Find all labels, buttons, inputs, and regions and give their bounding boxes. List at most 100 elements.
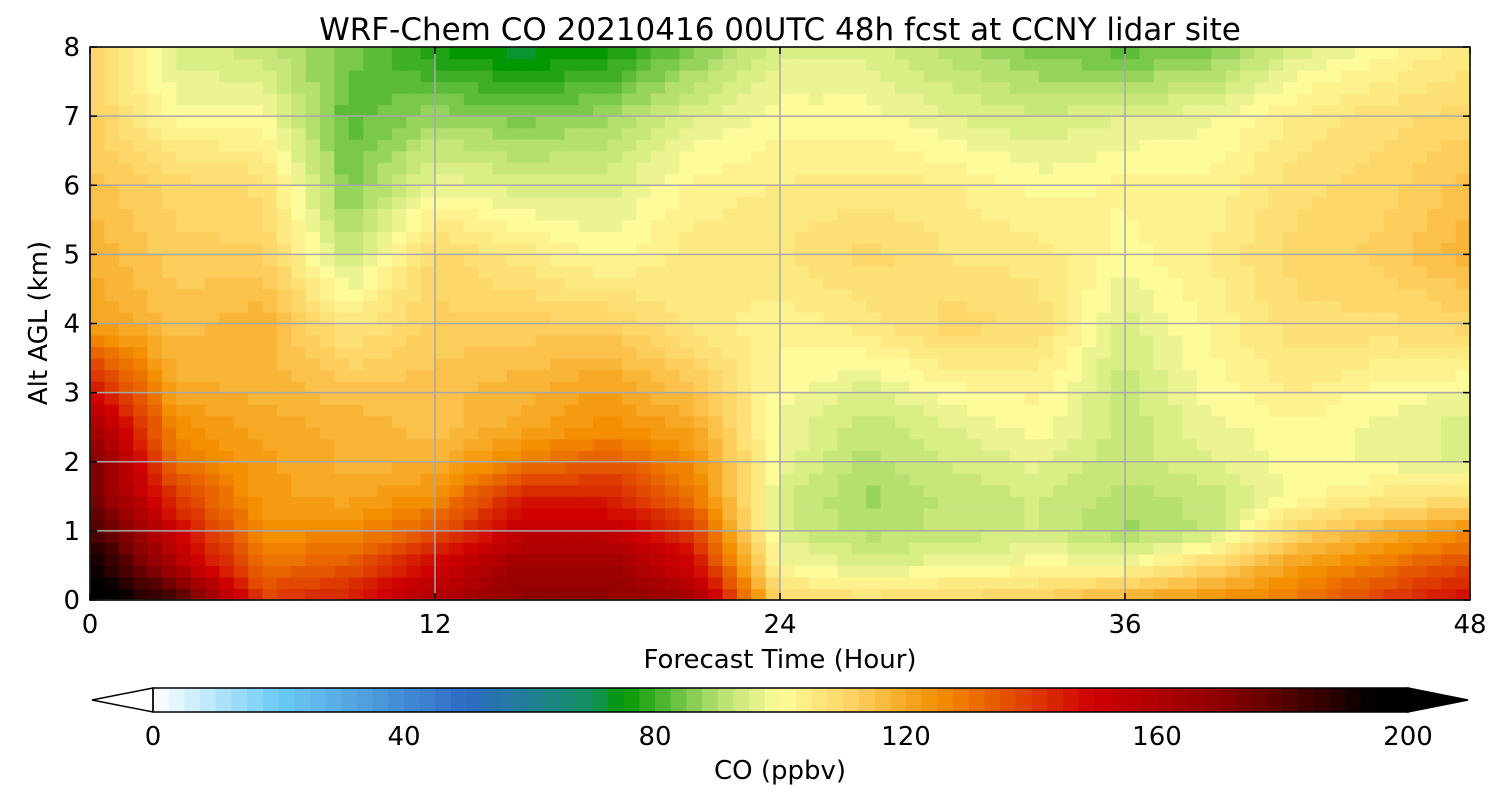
heatmap-cell [1225, 404, 1241, 417]
heatmap-cell [478, 438, 494, 451]
heatmap-cell [794, 127, 810, 140]
heatmap-cell [1182, 185, 1198, 198]
heatmap-cell [1168, 116, 1184, 129]
heatmap-cell [205, 358, 220, 371]
heatmap-cell [1081, 369, 1097, 382]
heatmap-cell [1383, 104, 1399, 117]
heatmap-cell [808, 542, 824, 555]
heatmap-cell [90, 438, 105, 451]
heatmap-cell [722, 185, 738, 198]
heatmap-cell [1240, 70, 1255, 83]
heatmap-cell [535, 162, 551, 175]
heatmap-cell [176, 116, 192, 129]
heatmap-cell [1024, 93, 1040, 106]
heatmap-cell [621, 335, 637, 348]
heatmap-cell [1369, 576, 1385, 590]
heatmap-cell [320, 507, 335, 520]
heatmap-cell [823, 565, 839, 578]
heatmap-cell [578, 427, 594, 440]
heatmap-cell [765, 300, 781, 313]
heatmap-cell [1168, 473, 1184, 486]
heatmap-cell [1225, 208, 1241, 221]
heatmap-cell [751, 461, 767, 474]
heatmap-cell [808, 127, 824, 140]
heatmap-cell [1196, 415, 1212, 428]
heatmap-cell [190, 139, 206, 152]
heatmap-cell [621, 392, 637, 405]
heatmap-cell [1168, 47, 1184, 60]
heatmap-cell [1340, 58, 1356, 71]
heatmap-cell [1225, 553, 1241, 567]
heatmap-cell [161, 104, 177, 117]
heatmap-cell [995, 162, 1011, 175]
heatmap-cell [535, 404, 551, 417]
heatmap-cell [291, 323, 307, 336]
heatmap-cell [391, 219, 407, 232]
heatmap-cell [751, 116, 767, 129]
heatmap-cell [90, 127, 105, 140]
heatmap-cell [478, 484, 494, 497]
heatmap-cell [751, 242, 767, 255]
heatmap-cell [391, 70, 407, 83]
heatmap-cell [1297, 104, 1313, 117]
heatmap-cell [133, 335, 149, 348]
heatmap-cell [435, 127, 450, 140]
heatmap-cell [780, 404, 795, 417]
heatmap-cell [1110, 427, 1126, 440]
heatmap-cell [348, 116, 364, 129]
heatmap-cell [248, 484, 264, 497]
heatmap-cell [320, 242, 335, 255]
heatmap-cell [1196, 150, 1212, 163]
heatmap-cell [593, 415, 609, 428]
heatmap-cell [693, 311, 709, 325]
heatmap-cell [851, 254, 867, 267]
heatmap-cell [794, 254, 810, 267]
heatmap-cell [909, 208, 925, 221]
heatmap-cell [320, 93, 335, 106]
heatmap-cell [161, 438, 177, 451]
heatmap-cell [1355, 369, 1370, 382]
heatmap-cell [90, 358, 105, 371]
heatmap-cell [1355, 93, 1370, 106]
heatmap-cell [1369, 496, 1385, 509]
heatmap-cell [377, 116, 393, 129]
heatmap-cell [348, 185, 364, 198]
heatmap-cell [923, 58, 939, 71]
heatmap-cell [708, 254, 724, 267]
heatmap-cell [506, 450, 522, 463]
heatmap-cell [1096, 542, 1112, 555]
heatmap-cell [205, 323, 220, 336]
heatmap-cell [650, 242, 666, 255]
heatmap-cell [665, 47, 680, 60]
heatmap-cell [320, 127, 335, 140]
heatmap-cell [966, 81, 982, 94]
heatmap-cell [880, 553, 896, 567]
heatmap-cell [1196, 208, 1212, 221]
heatmap-cell [708, 116, 724, 129]
heatmap-cell [161, 127, 177, 140]
heatmap-cell [305, 116, 321, 129]
heatmap-cell [1355, 381, 1370, 394]
heatmap-cell [492, 104, 508, 117]
heatmap-cell [1426, 208, 1442, 221]
heatmap-cell [161, 219, 177, 232]
heatmap-cell [1297, 208, 1313, 221]
heatmap-cell [736, 438, 752, 451]
heatmap-cell [578, 58, 594, 71]
heatmap-cell [765, 277, 781, 290]
heatmap-cell [1110, 335, 1126, 348]
heatmap-cell [765, 576, 781, 590]
heatmap-cell [837, 542, 853, 555]
heatmap-cell [492, 369, 508, 382]
heatmap-cell [391, 311, 407, 325]
heatmap-cell [665, 208, 680, 221]
heatmap-cell [650, 450, 666, 463]
heatmap-cell [176, 346, 192, 359]
heatmap-cell [1153, 150, 1169, 163]
heatmap-cell [1340, 507, 1356, 520]
heatmap-cell [449, 300, 465, 313]
heatmap-cell [463, 116, 479, 129]
heatmap-cell [104, 185, 120, 198]
heatmap-cell [1326, 484, 1342, 497]
heatmap-cell [1426, 288, 1442, 302]
